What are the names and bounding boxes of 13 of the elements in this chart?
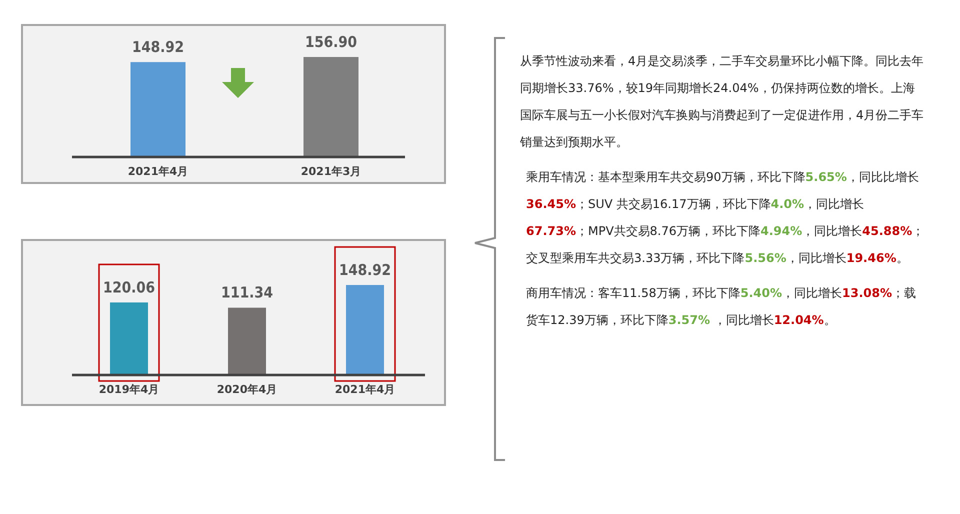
- text: 乘用车情况：基本型乘用车共交易90万辆，环比下降5.65%，同比比增长36.45%；SUV 共交易16.17万辆，环比下降4.0%，同比增长67.73%；MPV共交易8.76万辆，环比下降4.94%，同比增长45.88%；交叉型乘用车共交易3.33万辆，环比下降5.56%，同比增长19.46%。: [526, 170, 924, 265]
- x-tick-label: 2021年3月: [300, 165, 362, 178]
- data-label: 148.92: [132, 38, 184, 56]
- data-label: 120.06: [102, 278, 156, 296]
- data-label: 111.34: [220, 284, 274, 302]
- x-tick-label: 2021年4月: [128, 165, 188, 178]
- text: 从季节性波动来看，4月是交易淡季，二手车交易量环比小幅下降。同比去年同期增长33.76%，较19年同期增长24.04%，仍保持两位数的增长。上海国际车展与五一小长假对汽车换购与消费起到了一定促进作用，4月份二手车销量达到预期水平。: [520, 54, 924, 149]
- x-tick-label: 2020年4月: [216, 383, 278, 396]
- text: 商用车情况：客车11.58万辆，环比下降5.40%，同比增长13.08%；载货车12.39万辆，环比下降3.57% ，同比增长12.04%。: [526, 286, 916, 327]
- data-label: 156.90: [304, 33, 358, 51]
- data-label: 148.92: [338, 261, 392, 279]
- x-tick-label: 2021年4月: [334, 383, 396, 396]
- x-tick-label: 2019年4月: [98, 383, 160, 396]
